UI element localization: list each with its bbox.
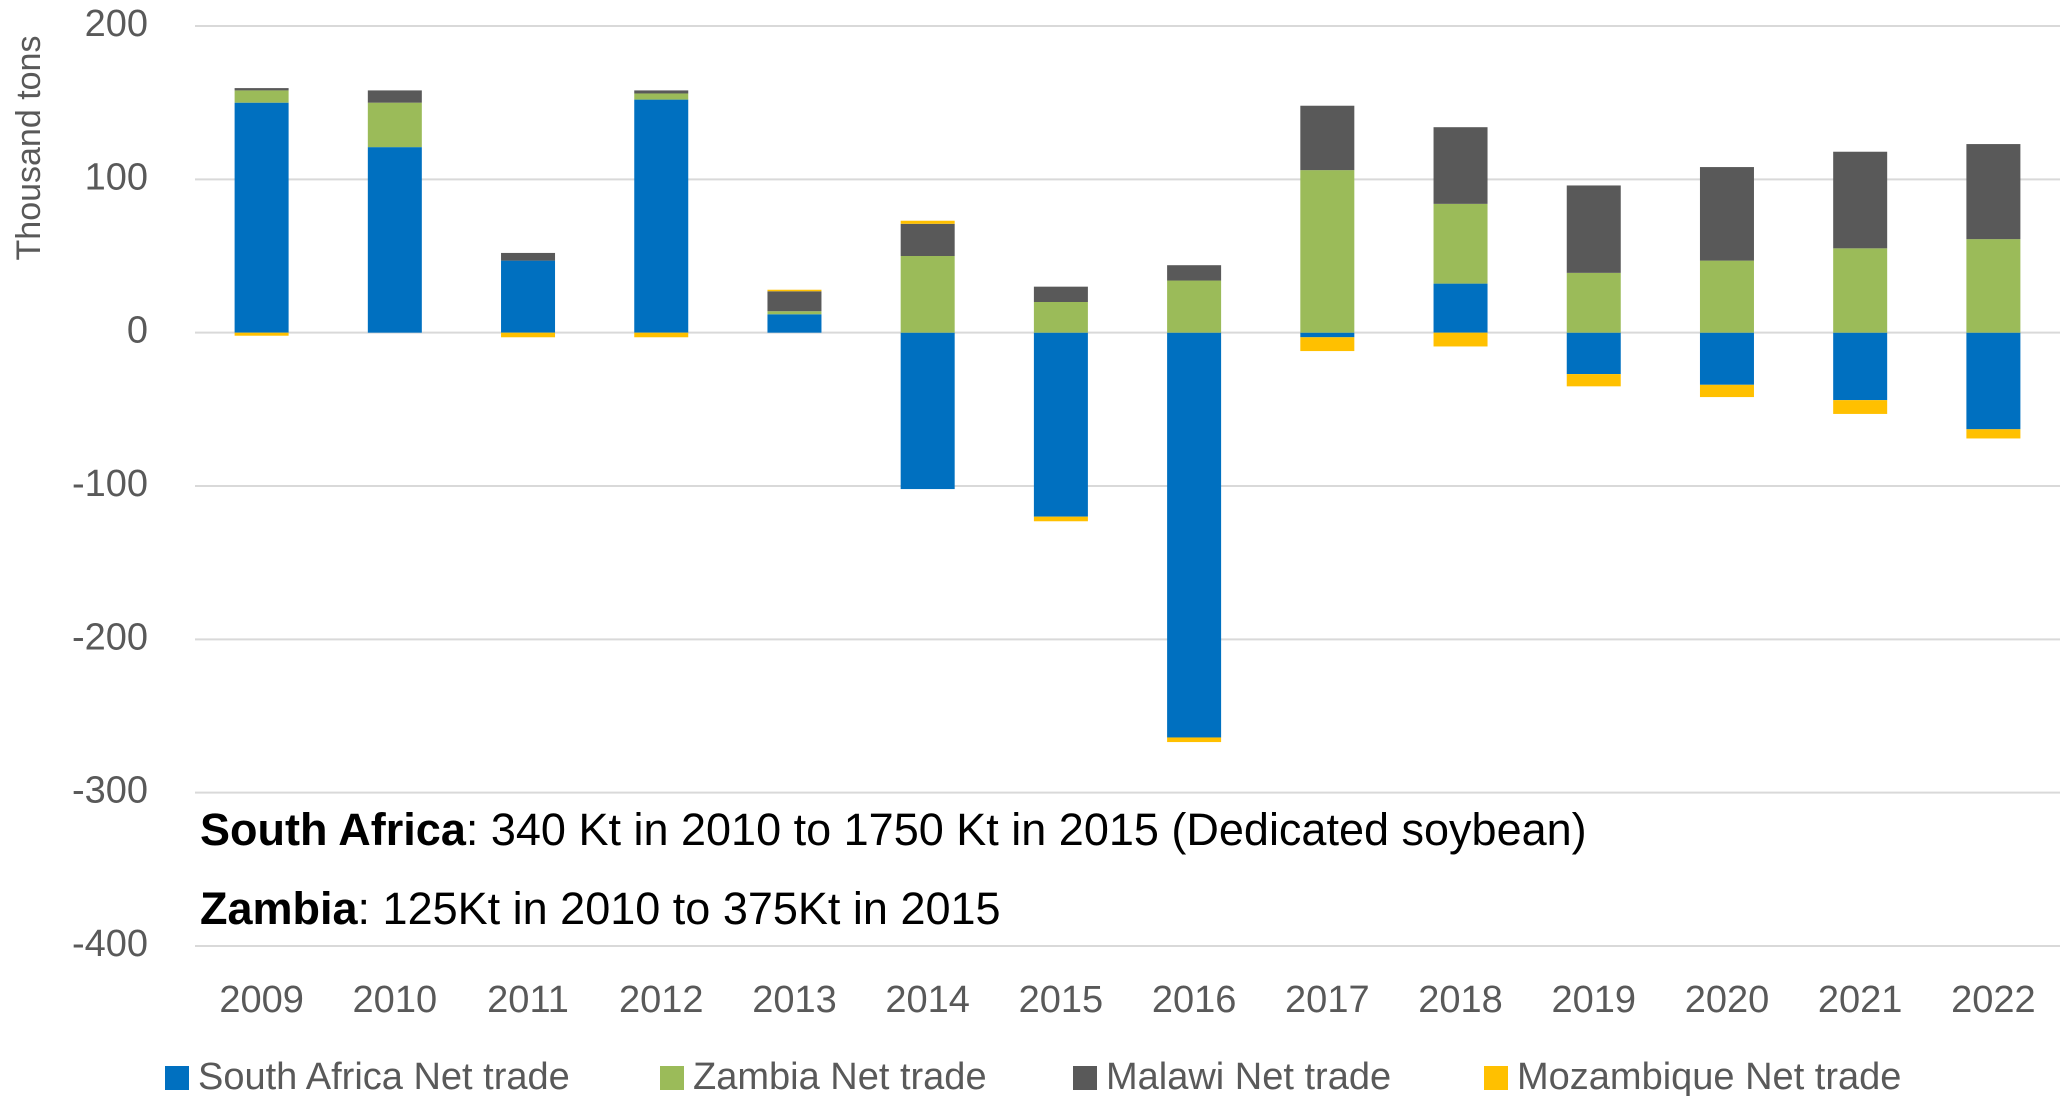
bar-segment [1167,332,1222,738]
y-tick-label: -300 [72,770,148,812]
bar-segment [1566,272,1621,333]
annotation-text: : 340 Kt in 2010 to 1750 Kt in 2015 (Ded… [466,804,1587,855]
x-tick-label: 2019 [1551,979,1636,1021]
bar-segment [1433,283,1488,333]
bar-segment [1033,516,1088,522]
bar-segment [367,147,422,333]
annotation-bold: South Africa [200,804,467,855]
x-tick-label: 2016 [1152,979,1237,1021]
legend-swatch [660,1066,684,1090]
bar-segment [767,311,822,315]
annotation-text: : 125Kt in 2010 to 375Kt in 2015 [358,883,1001,934]
bar-segment [1833,332,1888,401]
legend-swatch [1073,1066,1097,1090]
bar-segment [634,93,689,100]
bar-segment [1966,144,2021,240]
legend-label: South Africa Net trade [198,1056,570,1096]
bar-segment [1300,170,1355,333]
bar-segment [1699,384,1754,398]
bar-segment [1699,332,1754,385]
bar-segment [501,260,556,333]
bar-segment [1167,265,1222,281]
x-tick-label: 2011 [487,979,569,1021]
bar-segment [234,102,289,333]
y-tick-label: 200 [85,3,148,45]
bar-segment [1833,400,1888,414]
bar-segment [1966,332,2021,430]
bar-segment [1966,429,2021,439]
bar-segment [767,291,822,312]
legend-swatch [165,1066,189,1090]
bar-segment [1566,332,1621,375]
bar-segment [501,332,556,338]
bar-segment [900,332,955,490]
bar-segment [1566,185,1621,273]
bar-segment [367,90,422,103]
bar-segment [1699,167,1754,261]
bar-segment [501,252,556,261]
bar-segment [1300,105,1355,171]
bar-segment [1433,203,1488,284]
x-tick-label: 2022 [1951,979,2036,1021]
y-tick-label: -200 [72,616,148,658]
bar-segment [634,90,689,94]
x-tick-label: 2018 [1418,979,1503,1021]
x-tick-label: 2020 [1685,979,1770,1021]
bar-segment [1167,280,1222,333]
y-tick-label: -400 [72,923,148,965]
bar-segment [1433,127,1488,204]
bar-segment [234,332,289,336]
bar-segment [767,289,822,292]
legend-label: Mozambique Net trade [1517,1056,1901,1096]
bar-segment [634,99,689,333]
x-tick-label: 2010 [353,979,438,1021]
bar-segment [1033,332,1088,517]
y-tick-label: 0 [127,310,148,352]
x-tick-label: 2015 [1019,979,1104,1021]
bar-segment [1033,302,1088,333]
bar-segment [767,314,822,333]
bar-segment [900,220,955,224]
annotation: South Africa: 340 Kt in 2010 to 1750 Kt … [200,804,1587,855]
bar-segment [1167,737,1222,743]
x-tick-label: 2012 [619,979,704,1021]
x-tick-label: 2013 [752,979,837,1021]
bar-segment [1300,332,1355,338]
bar-segment [634,332,689,338]
annotation: Zambia: 125Kt in 2010 to 375Kt in 2015 [200,883,1001,934]
bar-segment [1966,239,2021,333]
y-tick-label: 100 [85,156,148,198]
x-tick-label: 2017 [1285,979,1370,1021]
bar-segment [1033,286,1088,302]
x-tick-label: 2014 [885,979,970,1021]
legend-swatch [1484,1066,1508,1090]
legend-label: Malawi Net trade [1106,1056,1391,1096]
bar-segment [1300,337,1355,352]
bar-segment [1433,332,1488,347]
x-tick-label: 2021 [1818,979,1903,1021]
bar-segment [367,102,422,148]
bar-segment [234,88,289,91]
bar-segment [1833,248,1888,333]
bar-segment [900,256,955,333]
bar-segment [1833,151,1888,249]
bar-segment [1699,260,1754,333]
bar-segment [234,90,289,103]
annotation-bold: Zambia [200,883,359,934]
legend-label: Zambia Net trade [693,1056,987,1096]
y-axis-label: Thousand tons [10,36,48,261]
bar-segment [1566,374,1621,387]
x-tick-label: 2009 [219,979,304,1021]
y-tick-label: -100 [72,463,148,505]
bar-segment [900,223,955,256]
